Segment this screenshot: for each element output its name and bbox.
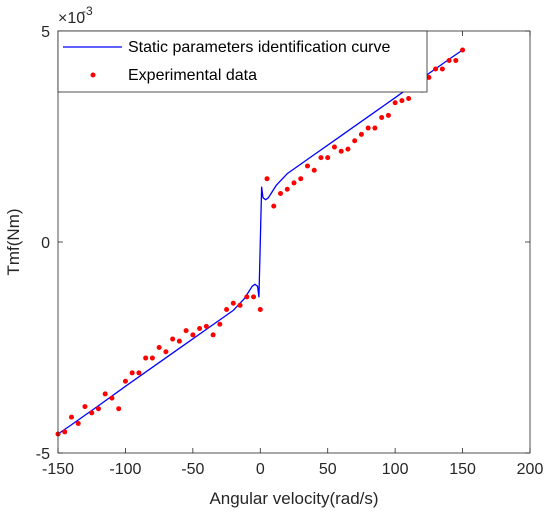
data-point bbox=[379, 115, 385, 121]
data-point bbox=[95, 406, 101, 412]
x-tick-label: 0 bbox=[256, 461, 265, 478]
data-point bbox=[190, 332, 196, 338]
series-line-curve bbox=[57, 49, 463, 435]
data-point bbox=[183, 328, 189, 334]
data-point bbox=[82, 404, 88, 410]
data-point bbox=[197, 326, 203, 332]
data-point bbox=[102, 391, 108, 397]
data-point bbox=[68, 414, 74, 420]
data-point bbox=[325, 155, 331, 161]
data-point bbox=[163, 349, 169, 355]
data-point bbox=[338, 148, 344, 154]
x-axis-label: Angular velocity(rad/s) bbox=[209, 489, 378, 508]
data-point bbox=[460, 47, 466, 53]
legend-box bbox=[57, 30, 428, 93]
data-point bbox=[244, 294, 250, 300]
data-point bbox=[453, 58, 459, 64]
data-point bbox=[372, 125, 378, 131]
data-point bbox=[122, 378, 128, 384]
data-point bbox=[358, 131, 364, 137]
legend: Static parameters identification curve E… bbox=[57, 30, 428, 93]
data-point bbox=[129, 370, 135, 376]
data-point bbox=[224, 307, 230, 313]
data-point bbox=[318, 155, 324, 161]
x-tick-label: 200 bbox=[517, 461, 544, 478]
data-point bbox=[433, 66, 439, 72]
data-point bbox=[352, 138, 358, 144]
data-point bbox=[203, 323, 209, 329]
data-point bbox=[143, 355, 149, 361]
data-point bbox=[217, 321, 223, 327]
data-point bbox=[170, 336, 176, 342]
data-point bbox=[439, 66, 445, 72]
data-point bbox=[331, 144, 337, 150]
data-point bbox=[311, 167, 317, 173]
data-point bbox=[304, 163, 310, 169]
y-tick-label: 0 bbox=[41, 235, 50, 252]
data-point bbox=[149, 355, 155, 361]
data-point bbox=[89, 410, 95, 416]
data-point bbox=[446, 58, 452, 64]
data-point bbox=[392, 100, 398, 106]
data-point bbox=[257, 307, 263, 313]
data-point bbox=[230, 300, 236, 306]
legend-label-experimental: Experimental data bbox=[128, 67, 257, 84]
data-point bbox=[210, 332, 216, 338]
data-point bbox=[116, 406, 122, 412]
data-point bbox=[271, 203, 277, 209]
data-point bbox=[136, 370, 142, 376]
x-tick-label: -50 bbox=[181, 461, 204, 478]
plot-area bbox=[58, 31, 530, 453]
data-point bbox=[109, 395, 115, 401]
data-point bbox=[75, 420, 81, 426]
data-point bbox=[278, 190, 284, 196]
data-point bbox=[156, 345, 162, 350]
data-point bbox=[251, 294, 257, 300]
x-tick-label: -100 bbox=[109, 461, 141, 478]
x-tick-label: 50 bbox=[319, 461, 337, 478]
x-tick-label: 150 bbox=[449, 461, 476, 478]
data-point bbox=[284, 186, 290, 192]
data-point bbox=[176, 338, 182, 344]
data-point bbox=[385, 112, 391, 118]
data-point bbox=[365, 125, 371, 131]
data-point bbox=[399, 98, 405, 104]
data-point bbox=[291, 180, 297, 186]
y-exponent-base: ×10 bbox=[58, 10, 85, 27]
data-point bbox=[264, 176, 270, 182]
data-point bbox=[345, 146, 351, 152]
x-tick-label: 100 bbox=[382, 461, 409, 478]
legend-label-curve: Static parameters identification curve bbox=[128, 39, 390, 56]
data-point bbox=[237, 302, 243, 308]
legend-marker-swatch bbox=[90, 72, 96, 78]
y-tick-label: 5 bbox=[41, 24, 50, 41]
y-tick-label: -5 bbox=[36, 446, 50, 463]
data-point bbox=[426, 74, 432, 80]
x-tick-label: -150 bbox=[42, 461, 74, 478]
data-point bbox=[298, 176, 304, 182]
y-axis-label: Tmf(Nm) bbox=[4, 208, 23, 275]
data-point bbox=[406, 96, 412, 102]
data-point bbox=[62, 429, 68, 435]
y-exponent-power: -3 bbox=[82, 4, 93, 18]
